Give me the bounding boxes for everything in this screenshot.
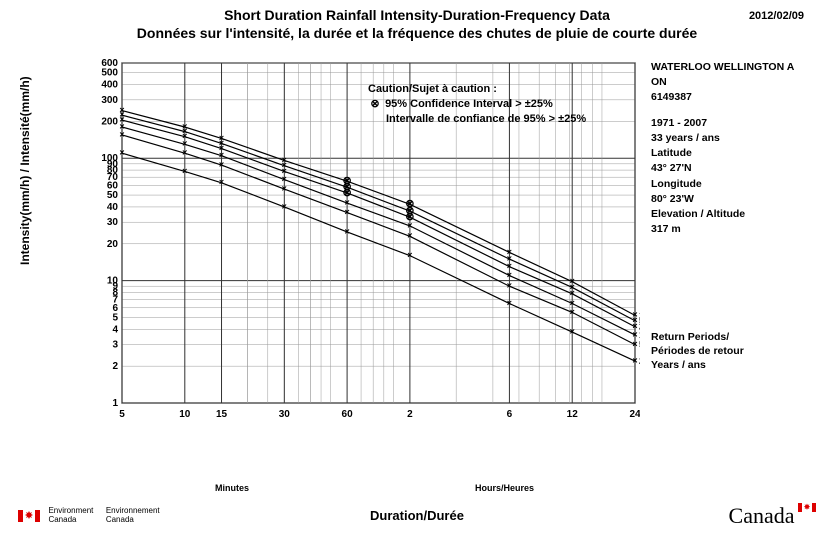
rp-line3: Years / ans [651, 358, 816, 372]
svg-text:⊗: ⊗ [405, 198, 414, 210]
title-block: Short Duration Rainfall Intensity-Durati… [0, 0, 834, 42]
svg-text:×: × [632, 355, 637, 365]
svg-text:100: 100 [101, 153, 118, 164]
lon-label: Longitude [651, 177, 816, 192]
station-info: WATERLOO WELLINGTON A ON 6149387 1971 - … [651, 60, 816, 237]
svg-text:2: 2 [112, 361, 118, 372]
svg-text:600: 600 [101, 58, 118, 69]
svg-text:×: × [570, 298, 575, 308]
svg-text:×: × [507, 247, 512, 257]
svg-text:×: × [632, 310, 637, 320]
svg-text:10: 10 [107, 276, 119, 287]
caution-box: Caution/Sujet à caution : ⊗ 95% Confiden… [368, 82, 586, 127]
station-name: WATERLOO WELLINGTON A [651, 60, 816, 75]
lon-value: 80° 23'W [651, 192, 816, 207]
env-canada-en: Environment Canada [48, 507, 93, 524]
caution-fr: Intervalle de confiance de 95% > ±25% [368, 112, 586, 127]
station-prov: ON [651, 75, 816, 90]
lat-label: Latitude [651, 146, 816, 161]
caution-en: ⊗ 95% Confidence Interval > ±25% [368, 97, 586, 112]
svg-text:2: 2 [639, 356, 640, 366]
svg-text:300: 300 [101, 95, 118, 106]
svg-text:5: 5 [119, 409, 125, 420]
x-sublabel-hours: Hours/Heures [475, 483, 534, 493]
svg-text:1: 1 [112, 398, 118, 409]
svg-text:4: 4 [112, 324, 118, 335]
svg-text:12: 12 [567, 409, 579, 420]
rp-line2: Périodes de retour [651, 344, 816, 358]
svg-text:×: × [507, 298, 512, 308]
canada-wordmark: Canada [729, 503, 816, 529]
elev-label: Elevation / Altitude [651, 207, 816, 222]
svg-text:×: × [182, 121, 187, 131]
svg-text:30: 30 [107, 217, 119, 228]
svg-text:×: × [119, 105, 124, 115]
svg-text:×: × [282, 183, 287, 193]
elev-value: 317 m [651, 222, 816, 237]
svg-text:100: 100 [639, 310, 640, 320]
svg-text:15: 15 [216, 409, 228, 420]
svg-text:30: 30 [279, 409, 291, 420]
env-canada-fr: Environnement Canada [106, 507, 160, 524]
svg-text:3: 3 [112, 340, 118, 351]
station-period: 1971 - 2007 [651, 116, 816, 131]
svg-text:×: × [182, 166, 187, 176]
svg-text:20: 20 [107, 239, 119, 250]
svg-text:10: 10 [179, 409, 191, 420]
svg-text:×: × [507, 281, 512, 291]
svg-text:⊗: ⊗ [342, 175, 351, 187]
svg-text:×: × [570, 276, 575, 286]
x-sublabel-minutes: Minutes [215, 483, 249, 493]
svg-text:500: 500 [101, 68, 118, 79]
caution-heading: Caution/Sujet à caution : [368, 82, 586, 97]
date: 2012/02/09 [749, 10, 804, 22]
svg-text:60: 60 [342, 409, 354, 420]
svg-text:24: 24 [629, 409, 640, 420]
svg-text:5: 5 [639, 340, 640, 350]
svg-text:200: 200 [101, 116, 118, 127]
title-en: Short Duration Rainfall Intensity-Durati… [0, 6, 834, 24]
svg-text:×: × [344, 197, 349, 207]
svg-text:×: × [119, 148, 124, 158]
svg-text:×: × [407, 231, 412, 241]
svg-text:×: × [570, 307, 575, 317]
canada-flag-icon [18, 510, 40, 522]
svg-text:×: × [632, 339, 637, 349]
title-fr: Données sur l'intensité, la durée et la … [0, 24, 834, 42]
svg-text:×: × [219, 159, 224, 169]
svg-text:×: × [219, 177, 224, 187]
svg-text:2: 2 [407, 409, 413, 420]
ci-marker-icon: ⊗ [368, 97, 382, 112]
svg-text:50: 50 [107, 190, 119, 201]
footer: Environment Canada Environnement Canada … [18, 507, 816, 529]
lat-value: 43° 27'N [651, 161, 816, 176]
svg-text:40: 40 [107, 202, 119, 213]
svg-text:×: × [570, 326, 575, 336]
svg-text:400: 400 [101, 80, 118, 91]
svg-text:×: × [344, 207, 349, 217]
svg-text:×: × [219, 133, 224, 143]
svg-text:×: × [344, 226, 349, 236]
svg-text:5: 5 [112, 312, 118, 323]
station-years: 33 years / ans [651, 131, 816, 146]
svg-text:×: × [282, 155, 287, 165]
station-id: 6149387 [651, 90, 816, 105]
y-axis-label: Intensity(mm/h) / Intensité(mm/h) [18, 76, 32, 265]
return-period-header: Return Periods/ Périodes de retour Years… [651, 330, 816, 373]
svg-text:6: 6 [507, 409, 513, 420]
svg-text:×: × [407, 250, 412, 260]
rp-line1: Return Periods/ [651, 330, 816, 344]
svg-text:×: × [507, 270, 512, 280]
svg-text:×: × [182, 148, 187, 158]
svg-text:×: × [282, 201, 287, 211]
